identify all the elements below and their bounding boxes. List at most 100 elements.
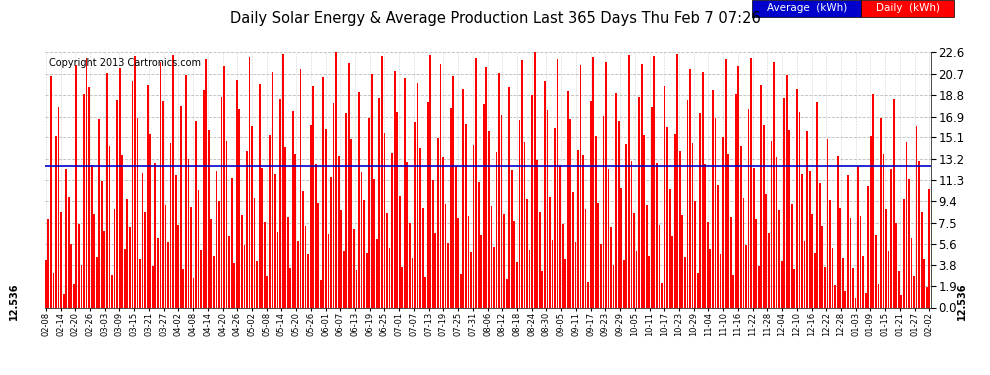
Bar	[480, 235, 482, 308]
Bar	[832, 248, 834, 308]
Bar	[674, 134, 675, 308]
Bar	[193, 278, 194, 308]
Bar	[142, 173, 144, 308]
Bar	[198, 190, 199, 308]
Bar	[812, 214, 813, 308]
Bar	[653, 56, 655, 308]
Bar	[401, 267, 403, 308]
Bar	[503, 214, 505, 308]
Bar	[360, 172, 362, 308]
Bar	[93, 214, 95, 308]
Bar	[211, 219, 212, 308]
Bar	[244, 246, 246, 308]
Bar	[645, 205, 647, 308]
Bar	[717, 184, 719, 308]
Bar	[414, 123, 416, 308]
Bar	[699, 113, 701, 308]
Bar	[924, 259, 925, 308]
Bar	[710, 249, 711, 308]
Bar	[610, 227, 612, 308]
Bar	[485, 67, 487, 308]
Bar	[776, 158, 777, 308]
Bar	[758, 266, 759, 308]
Bar	[668, 189, 670, 308]
Bar	[735, 94, 737, 308]
Bar	[603, 116, 604, 308]
Bar	[333, 103, 335, 308]
Bar	[60, 211, 62, 308]
Bar	[187, 159, 189, 308]
Bar	[908, 179, 910, 308]
Bar	[116, 100, 118, 308]
Bar	[615, 93, 617, 308]
Bar	[373, 179, 375, 308]
Bar	[561, 224, 563, 308]
Bar	[195, 122, 197, 308]
Bar	[728, 154, 729, 308]
Bar	[870, 136, 871, 308]
Bar	[355, 270, 357, 308]
Bar	[376, 238, 378, 308]
Text: 12.536: 12.536	[956, 282, 966, 320]
Bar	[200, 250, 202, 307]
Bar	[903, 199, 905, 308]
Bar	[307, 255, 309, 308]
Bar	[715, 118, 717, 308]
Bar	[916, 126, 918, 308]
Bar	[681, 215, 683, 308]
Bar	[755, 219, 757, 308]
Bar	[472, 145, 474, 308]
Bar	[819, 183, 821, 308]
Bar	[417, 83, 419, 308]
Bar	[216, 171, 217, 308]
Bar	[911, 237, 913, 308]
Bar	[247, 151, 248, 308]
Bar	[582, 155, 584, 308]
Bar	[867, 186, 869, 308]
Bar	[929, 189, 931, 308]
Bar	[154, 163, 156, 308]
Bar	[149, 134, 151, 308]
Bar	[671, 236, 673, 308]
Bar	[768, 233, 770, 308]
Bar	[430, 55, 432, 308]
Bar	[363, 200, 365, 308]
Bar	[218, 201, 220, 308]
Bar	[437, 138, 439, 308]
Bar	[190, 207, 192, 308]
Bar	[443, 158, 444, 308]
Bar	[269, 135, 271, 308]
Bar	[658, 225, 660, 308]
Bar	[338, 156, 340, 308]
Bar	[312, 86, 314, 308]
Bar	[86, 58, 87, 308]
Bar	[514, 220, 515, 308]
Bar	[804, 241, 806, 308]
Bar	[425, 277, 426, 308]
Bar	[906, 142, 907, 308]
Bar	[572, 192, 574, 308]
Bar	[636, 251, 638, 308]
Bar	[101, 181, 103, 308]
Bar	[124, 249, 126, 308]
Bar	[877, 284, 879, 308]
Bar	[169, 143, 171, 308]
Bar	[70, 244, 72, 308]
Bar	[488, 132, 490, 308]
Bar	[213, 256, 215, 308]
Bar	[740, 146, 742, 308]
Bar	[276, 232, 278, 308]
Bar	[913, 276, 915, 308]
Bar	[404, 78, 406, 308]
Bar	[844, 291, 846, 308]
Bar	[546, 110, 548, 308]
Bar	[328, 234, 330, 308]
Bar	[91, 165, 92, 308]
Bar	[203, 90, 205, 308]
Bar	[432, 180, 434, 308]
Bar	[490, 206, 492, 308]
Text: 12.536: 12.536	[9, 282, 19, 320]
Bar	[449, 108, 451, 307]
Bar	[587, 282, 589, 308]
Bar	[521, 60, 523, 308]
